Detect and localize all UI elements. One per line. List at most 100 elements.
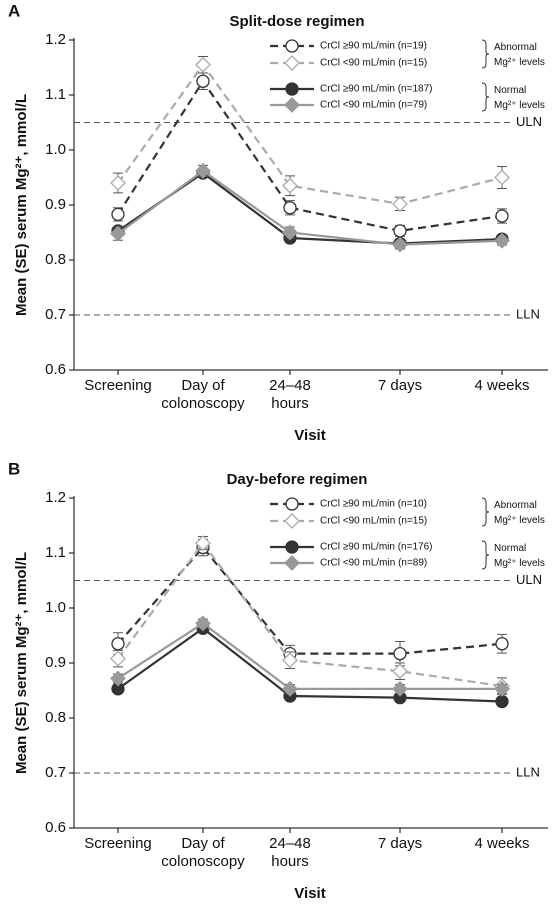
legend-label: CrCl <90 mL/min (n=89) [320, 558, 427, 569]
series-line [117, 541, 503, 688]
group-label: Abnormal Mg²⁺ levels [494, 42, 545, 68]
x-tick-label: 7 days [378, 835, 422, 852]
x-tick-label: 7 days [378, 377, 422, 394]
y-tick-label: 1.2 [45, 489, 66, 506]
series-line [117, 171, 503, 245]
marker [282, 680, 298, 697]
reference-label: ULN [516, 572, 542, 587]
series [111, 72, 509, 238]
legend-marker [284, 513, 300, 529]
legend-label: CrCl ≥90 mL/min (n=19) [320, 41, 427, 52]
y-tick-label: 1.2 [45, 31, 66, 48]
legend-label: CrCl ≥90 mL/min (n=187) [320, 84, 432, 95]
legend-marker [285, 497, 299, 511]
marker [494, 232, 510, 249]
marker [195, 535, 211, 552]
group-label: Normal Mg²⁺ levels [494, 85, 545, 111]
y-tick-label: 0.9 [45, 196, 66, 213]
marker [111, 207, 125, 222]
series [110, 162, 510, 253]
group-brace [481, 540, 490, 570]
y-tick-label: 0.6 [45, 819, 66, 836]
panel-label: A [8, 1, 20, 20]
marker [282, 224, 298, 241]
y-tick-label: 0.6 [45, 361, 66, 378]
marker [495, 209, 509, 223]
x-tick-label: Day of colonoscopy [161, 377, 245, 412]
chart-title: Day-before regimen [227, 471, 368, 488]
marker [494, 169, 510, 186]
marker [495, 637, 509, 651]
marker [392, 680, 408, 697]
legend-label: CrCl <90 mL/min (n=15) [320, 58, 427, 69]
y-tick-label: 0.8 [45, 251, 66, 268]
marker [110, 225, 126, 242]
legend-label: CrCl <90 mL/min (n=15) [320, 516, 427, 527]
marker [282, 177, 298, 194]
marker [110, 670, 126, 687]
series [111, 621, 509, 709]
x-axis-label: Visit [294, 427, 325, 444]
marker [110, 175, 126, 191]
series [110, 535, 510, 695]
series-line [117, 626, 503, 703]
legend-marker [285, 82, 299, 96]
marker [110, 650, 126, 667]
marker [494, 680, 510, 697]
chart-title: Split-dose regimen [229, 13, 364, 30]
y-tick-label: 0.7 [45, 306, 66, 323]
series [110, 615, 510, 697]
legend-marker [285, 540, 299, 554]
series-line [117, 622, 502, 690]
legend-marker [284, 555, 300, 571]
legend-marker [285, 39, 299, 53]
marker [196, 74, 210, 88]
marker [393, 647, 407, 661]
legend-marker [284, 55, 300, 71]
x-tick-label: Screening [84, 835, 152, 852]
marker [283, 201, 297, 215]
group-brace [481, 497, 490, 527]
legend-label: CrCl ≥90 mL/min (n=176) [320, 542, 432, 553]
marker [392, 236, 408, 253]
reference-label: LLN [516, 306, 540, 321]
y-tick-label: 0.9 [45, 654, 66, 671]
legend-label: CrCl ≥90 mL/min (n=10) [320, 499, 427, 510]
group-label: Abnormal Mg²⁺ levels [494, 500, 545, 526]
x-tick-label: 24–48 hours [269, 835, 311, 870]
group-label: Normal Mg²⁺ levels [494, 543, 545, 569]
group-brace [481, 82, 490, 112]
marker [393, 224, 407, 238]
legend-label: CrCl <90 mL/min (n=79) [320, 100, 427, 111]
series-line [117, 169, 503, 246]
marker [495, 694, 509, 709]
series-line [117, 79, 503, 232]
x-axis-label: Visit [294, 885, 325, 902]
series [111, 538, 509, 667]
x-tick-label: 24–48 hours [269, 377, 311, 412]
x-tick-label: Screening [84, 377, 152, 394]
panel-label: B [8, 459, 20, 478]
series-line [117, 62, 503, 206]
y-axis-label: Mean (SE) serum Mg²⁺, mmol/L [13, 552, 30, 774]
marker [392, 663, 408, 680]
y-tick-label: 1.1 [45, 544, 66, 561]
marker [195, 162, 211, 179]
x-tick-label: Day of colonoscopy [161, 835, 245, 870]
x-tick-label: 4 weeks [474, 377, 529, 394]
x-tick-label: 4 weeks [474, 835, 529, 852]
series [110, 56, 510, 212]
y-tick-label: 0.8 [45, 709, 66, 726]
reference-label: LLN [516, 764, 540, 779]
y-tick-label: 0.7 [45, 764, 66, 781]
marker [195, 615, 211, 632]
marker [282, 652, 298, 669]
legend-marker [284, 97, 300, 113]
marker [111, 637, 125, 651]
y-tick-label: 1.0 [45, 141, 66, 158]
series [111, 166, 509, 251]
reference-label: ULN [516, 114, 542, 129]
group-brace [481, 39, 490, 69]
y-tick-label: 1.1 [45, 86, 66, 103]
